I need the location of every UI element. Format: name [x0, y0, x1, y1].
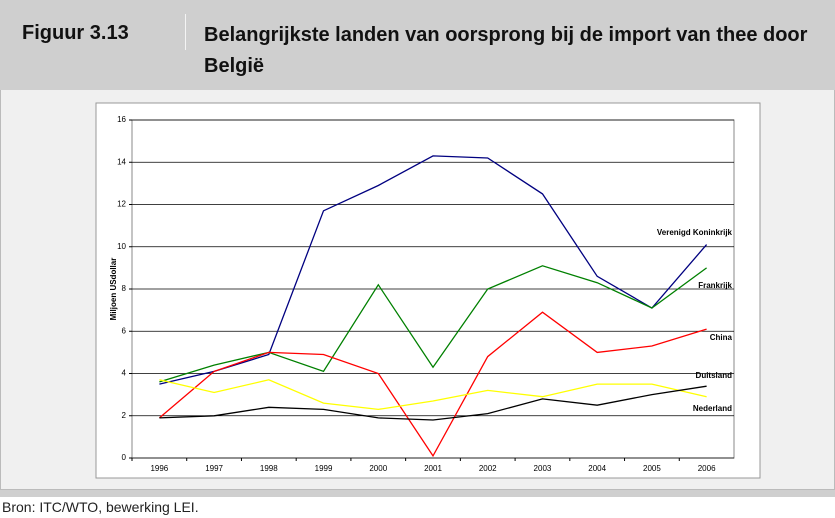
- y-tick-label: 16: [117, 115, 126, 124]
- source: Bron: ITC/WTO, bewerking LEI.: [2, 499, 199, 515]
- series-label: Duitsland: [696, 371, 733, 380]
- header: Figuur 3.13 Belangrijkste landen van oor…: [0, 0, 835, 90]
- figure-title: Belangrijkste landen van oorsprong bij d…: [204, 24, 808, 77]
- series-line: [159, 265, 707, 383]
- footer-bar: [0, 490, 835, 497]
- x-tick-label: 1998: [260, 464, 278, 473]
- x-tick-label: 1999: [315, 464, 333, 473]
- y-tick-label: 8: [122, 284, 127, 293]
- separator: [185, 14, 186, 50]
- x-tick-label: 2006: [698, 464, 716, 473]
- series-line: [159, 385, 707, 421]
- series-label: China: [710, 333, 733, 342]
- series-line: [159, 379, 707, 411]
- y-axis-label: Miljoen USdollar: [109, 258, 118, 321]
- y-tick-label: 12: [117, 200, 126, 209]
- x-tick-label: 2002: [479, 464, 497, 473]
- x-tick-label: 1996: [150, 464, 168, 473]
- y-tick-label: 2: [122, 411, 127, 420]
- x-tick-label: 2004: [588, 464, 606, 473]
- x-tick-label: 1997: [205, 464, 223, 473]
- y-tick-label: 4: [122, 369, 127, 378]
- y-tick-label: 14: [117, 157, 126, 166]
- figure-number: Figuur 3.13: [22, 22, 129, 44]
- x-tick-label: 2000: [369, 464, 387, 473]
- x-tick-label: 2001: [424, 464, 442, 473]
- y-tick-label: 10: [117, 242, 126, 251]
- series-label: Verenigd Koninkrijk: [657, 228, 733, 237]
- series-label: Nederland: [693, 404, 732, 413]
- y-tick-label: 6: [122, 326, 127, 335]
- series-line: [159, 155, 708, 385]
- series-line: [158, 311, 707, 458]
- x-tick-label: 2005: [643, 464, 661, 473]
- y-tick-label: 0: [122, 453, 127, 462]
- series-label: Frankrijk: [698, 281, 732, 290]
- x-tick-label: 2003: [534, 464, 552, 473]
